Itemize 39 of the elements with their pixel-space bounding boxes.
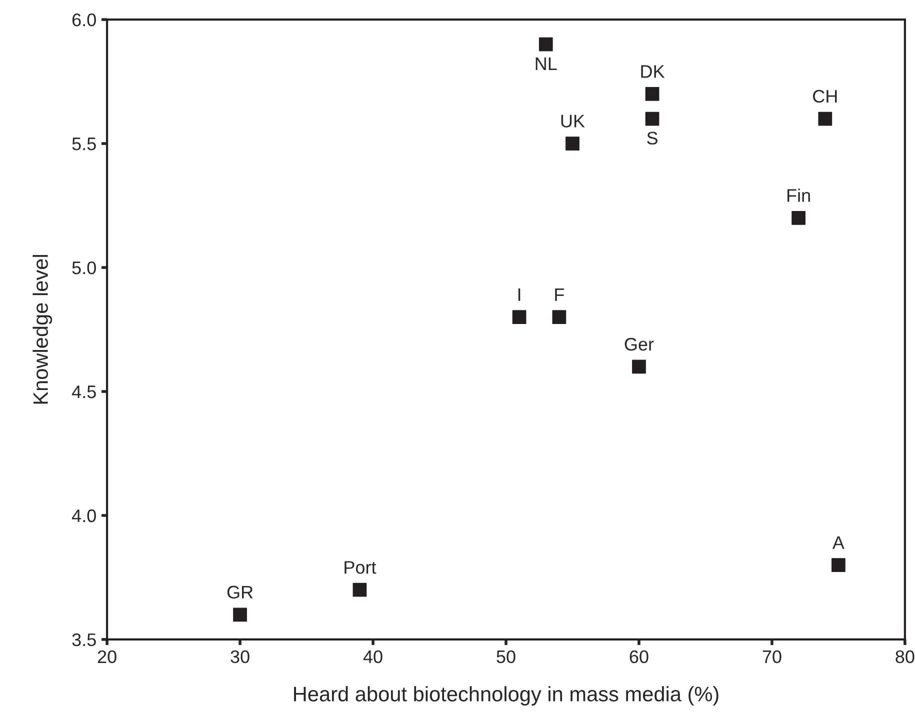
point [818, 112, 832, 126]
y-tick-label: 6.0 [72, 14, 96, 26]
data-label: Port [344, 561, 376, 574]
x-tick-label: 50 [496, 650, 516, 664]
data-label: Ger [624, 338, 654, 351]
point [512, 310, 526, 324]
point [632, 360, 646, 374]
data-label: A [832, 536, 844, 549]
point [352, 582, 367, 597]
x-tick-label: 70 [762, 650, 782, 664]
data-label: DK [641, 65, 665, 78]
point [552, 310, 566, 324]
y-tick-label: 4.5 [72, 386, 96, 398]
x-tick-label: 40 [363, 650, 382, 664]
y-tick-label: 5.5 [72, 138, 96, 150]
data-label: I [518, 288, 520, 301]
data-label: S [647, 132, 658, 145]
y-tick-label: 5.0 [72, 261, 96, 274]
point [645, 87, 660, 101]
point [233, 608, 247, 622]
data-label: F [555, 288, 564, 301]
data-label: Fin [787, 188, 810, 202]
y-tick-label: 4.0 [72, 509, 96, 522]
x-tick-label: 30 [230, 650, 250, 664]
point [538, 37, 553, 52]
x-axis-title: Heard about biotechnology in mass media (%) [294, 686, 718, 706]
point [832, 558, 846, 572]
data-label: CH [813, 90, 837, 103]
data-label: NL [536, 58, 557, 70]
x-tick-label: 60 [630, 650, 648, 664]
point [792, 210, 806, 225]
point [566, 136, 580, 150]
x-tick-label: 20 [98, 650, 116, 664]
y-tick-label: 3.5 [72, 633, 96, 646]
data-label: UK [561, 114, 585, 128]
y-axis-title: Knowledge level [32, 255, 52, 404]
data-label: GR [227, 586, 253, 599]
point [645, 112, 660, 126]
x-tick-label: 80 [896, 650, 914, 664]
